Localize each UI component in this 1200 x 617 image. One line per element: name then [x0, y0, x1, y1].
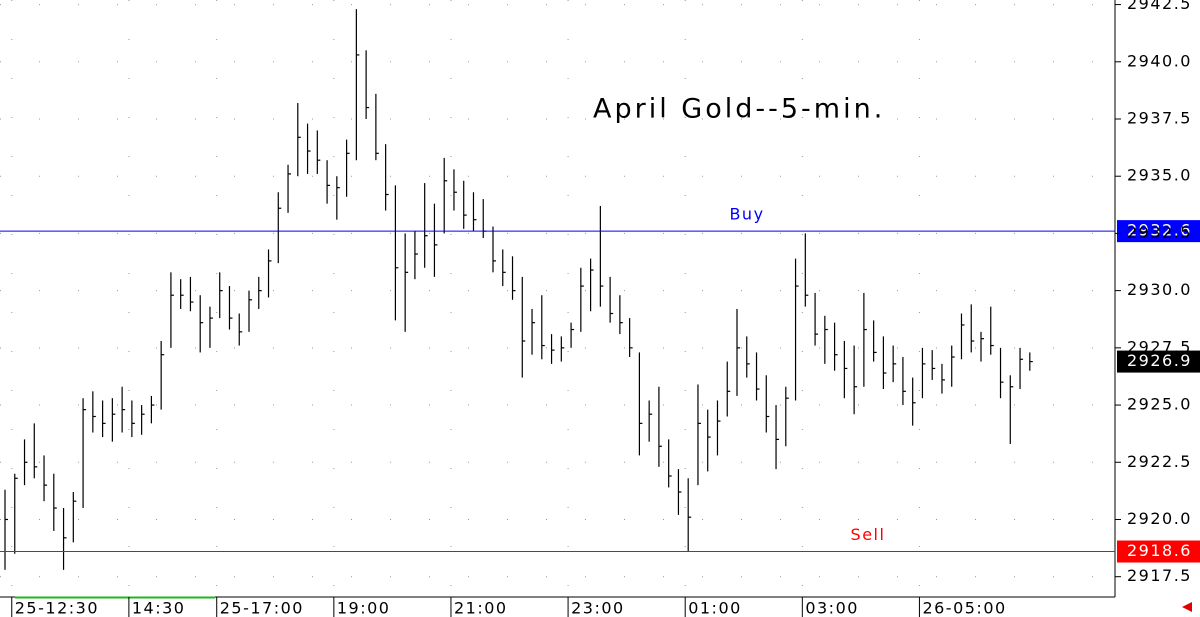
price-box — [1117, 540, 1200, 563]
x-tick-label: 01:00 — [688, 599, 742, 617]
x-tick-label: 25-17:00 — [220, 599, 304, 617]
chart-title: April Gold--5-min. — [593, 94, 885, 125]
x-tick-label: 19:00 — [337, 599, 391, 617]
y-tick-label: 2937.5 — [1127, 109, 1192, 128]
y-tick-label: 2935.0 — [1127, 166, 1192, 185]
y-tick-label: 2917.5 — [1127, 566, 1192, 585]
y-tick-label: 2932.5 — [1127, 223, 1192, 242]
y-tick-label: 2925.0 — [1127, 395, 1192, 414]
x-tick-label: 23:00 — [571, 599, 625, 617]
x-tick-label: 14:30 — [132, 599, 186, 617]
price-box-label: 2932.6 — [1127, 221, 1192, 240]
bars — [4, 9, 1033, 570]
y-tick-label: 2927.5 — [1127, 337, 1192, 356]
overlay: Buy 2932.6 Sell 2918.6 2926.9 — [0, 205, 1200, 563]
price-box — [1117, 220, 1200, 243]
last-price-box — [1117, 350, 1200, 373]
y-tick-label: 2930.0 — [1127, 280, 1192, 299]
x-tick-label: 26-05:00 — [922, 599, 1006, 617]
price-box-label: 2918.6 — [1127, 541, 1192, 560]
level-label: Sell — [851, 525, 886, 544]
x-tick-label: 03:00 — [805, 599, 859, 617]
x-tick-label: 21:00 — [454, 599, 508, 617]
y-tick-label: 2942.5 — [1127, 0, 1192, 13]
y-tick-label: 2922.5 — [1127, 452, 1192, 471]
y-tick-label: 2940.0 — [1127, 51, 1192, 70]
last-price-label: 2926.9 — [1127, 351, 1192, 370]
y-tick-label: 2920.0 — [1127, 509, 1192, 528]
x-tick-label: 25-12:30 — [15, 599, 99, 617]
level-label: Buy — [729, 205, 764, 224]
scroll-arrow[interactable] — [1182, 602, 1192, 612]
